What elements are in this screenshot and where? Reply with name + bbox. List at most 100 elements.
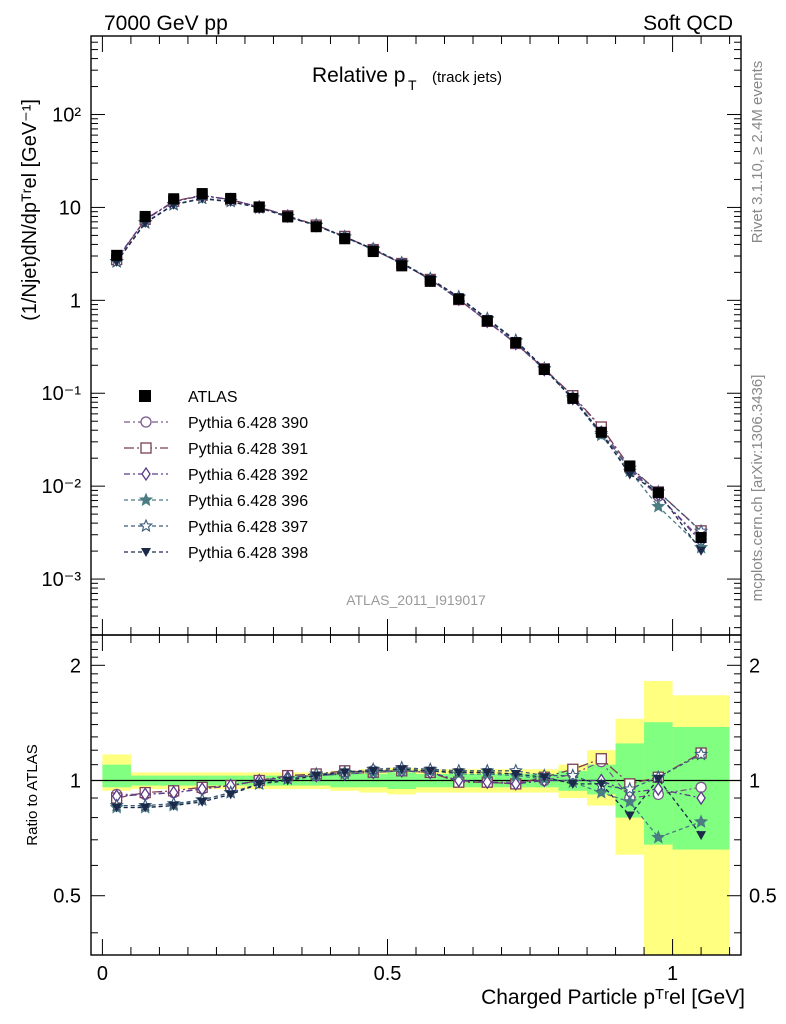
ratio-series-line	[116, 770, 702, 799]
marker-diamond	[696, 790, 706, 806]
y-axis-label-ratio: Ratio to ATLAS	[24, 744, 41, 845]
marker-square-filled	[282, 211, 294, 223]
marker-triangle-down	[168, 801, 179, 811]
legend-label: Pythia 6.428 398	[188, 545, 308, 562]
legend-entry-396: Pythia 6.428 396	[124, 492, 308, 510]
marker-square-filled	[567, 392, 579, 404]
y-tick-label-ratio: 2	[70, 655, 81, 677]
legend-label: Pythia 6.428 391	[188, 441, 308, 458]
marker-square-filled	[424, 275, 436, 287]
legend-label: Pythia 6.428 396	[188, 493, 308, 510]
marker-square-filled	[310, 221, 322, 233]
x-tick-label: 0.5	[374, 963, 402, 985]
marker-square-filled	[168, 193, 180, 205]
marker-square-filled	[695, 532, 707, 544]
marker-triangle-down	[111, 803, 122, 813]
legend-label: Pythia 6.428 390	[188, 415, 308, 432]
marker-square-filled	[339, 233, 351, 245]
marker-diamond	[653, 781, 664, 797]
marker-star-open	[622, 781, 637, 796]
legend-entry-397: Pythia 6.428 397	[124, 518, 308, 536]
marker-triangle-down	[539, 773, 550, 783]
marker-triangle-down	[696, 546, 707, 556]
mcplots-label: mcplots.cern.ch [arXiv:1306.3436]	[749, 375, 766, 602]
legend-entry-391: Pythia 6.428 391	[124, 441, 308, 458]
marker-triangle-down	[339, 768, 350, 778]
main-series-line	[116, 194, 702, 543]
marker-circle	[695, 781, 707, 793]
marker-triangle-down	[510, 769, 521, 779]
marker-square-filled	[225, 192, 237, 204]
legend: ATLAS Pythia 6.428 390 Pythia 6.428 391 Pyt…	[124, 389, 308, 562]
legend-entry-398: Pythia 6.428 398	[124, 545, 308, 562]
main-series-390	[111, 189, 707, 545]
analysis-id: ATLAS_2011_I919017	[346, 592, 486, 608]
marker-triangle-down	[624, 811, 635, 821]
marker-triangle-down	[624, 470, 635, 480]
marker-square-filled	[253, 201, 265, 213]
marker-star-open	[138, 518, 154, 533]
marker-square-filled	[510, 337, 522, 349]
rivet-label: Rivet 3.1.10, ≥ 2.4M events	[749, 61, 766, 244]
x-tick-label: 0	[97, 963, 108, 985]
marker-diamond	[482, 775, 493, 790]
marker-square-filled	[196, 188, 208, 200]
marker-triangle-down	[197, 797, 208, 807]
band-inner-bin	[102, 764, 131, 788]
title-subscript: T	[408, 77, 417, 93]
main-series-397	[109, 190, 709, 538]
marker-triangle-down	[140, 803, 151, 813]
marker-star-filled	[651, 829, 666, 844]
marker-square-filled	[396, 260, 408, 272]
marker-star-filled	[138, 492, 154, 507]
marker-triangle-down	[225, 790, 236, 800]
plot-title: Relative p T (track jets)	[312, 64, 502, 93]
marker-triangle-down	[653, 774, 664, 784]
marker-triangle-down	[311, 771, 322, 781]
marker-square-filled	[111, 249, 123, 261]
marker-triangle-down	[368, 766, 379, 776]
marker-triangle-down	[696, 831, 707, 841]
ratio-series-398	[111, 765, 707, 841]
x-tick-label: 1	[667, 963, 678, 985]
main-series-layer	[109, 188, 709, 556]
marker-star-filled	[651, 499, 666, 513]
y-tick-label-main: 1	[70, 290, 81, 312]
marker-star-filled	[594, 785, 609, 799]
y-tick-label-main: 10⁻³	[42, 569, 82, 591]
ratio-uncertainty-bands	[102, 680, 730, 955]
title-main: Relative p	[312, 64, 405, 87]
marker-triangle-down	[425, 766, 436, 776]
marker-triangle-down	[396, 765, 407, 775]
legend-label: Pythia 6.428 392	[188, 467, 308, 484]
marker-square-filled	[139, 210, 151, 222]
marker-diamond	[510, 776, 521, 792]
marker-square-filled	[652, 487, 664, 499]
axis-ticks	[91, 35, 741, 955]
marker-star-filled	[694, 814, 709, 828]
marker-square-filled	[481, 315, 493, 327]
legend-entry-392: Pythia 6.428 392	[124, 466, 308, 484]
marker-square	[140, 442, 152, 454]
y-tick-label-main: 10²	[52, 105, 81, 127]
marker-triangle-down	[282, 776, 293, 786]
y-tick-label-ratio: 0.5	[53, 886, 81, 908]
y-tick-label-main: 10⁻²	[42, 476, 82, 498]
marker-circle	[140, 416, 152, 428]
marker-square-filled	[538, 364, 550, 376]
main-series-line	[116, 194, 702, 540]
y-axis-label-main: (1/Njet)dN/dpᵀʳel [GeV⁻¹]	[19, 99, 41, 321]
marker-diamond	[141, 466, 151, 482]
marker-square-filled	[595, 426, 607, 438]
axis-tick-labels: 10⁻³ 10⁻² 10⁻¹ 1 10 10² 0.5 0.5 1 1 2 2 0 0.5 1	[42, 105, 777, 985]
marker-star-open	[565, 768, 580, 782]
ratio-series-line	[116, 760, 702, 799]
header-right: Soft QCD	[643, 12, 733, 35]
atlas-data	[111, 188, 707, 544]
marker-square-filled	[367, 246, 379, 258]
legend-entry-atlas: ATLAS	[139, 389, 238, 406]
marker-square-filled	[624, 460, 636, 472]
marker-triangle-down	[567, 779, 578, 789]
title-paren: (track jets)	[432, 69, 502, 86]
